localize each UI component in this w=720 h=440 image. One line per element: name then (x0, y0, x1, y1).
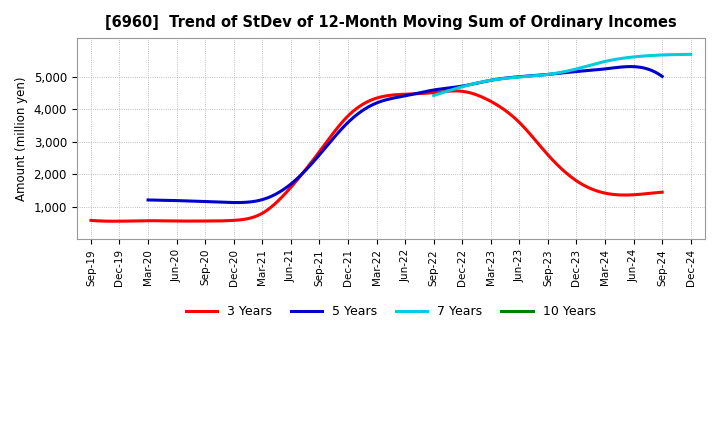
Legend: 3 Years, 5 Years, 7 Years, 10 Years: 3 Years, 5 Years, 7 Years, 10 Years (181, 301, 600, 323)
Y-axis label: Amount (million yen): Amount (million yen) (15, 77, 28, 201)
Title: [6960]  Trend of StDev of 12-Month Moving Sum of Ordinary Incomes: [6960] Trend of StDev of 12-Month Moving… (105, 15, 677, 30)
